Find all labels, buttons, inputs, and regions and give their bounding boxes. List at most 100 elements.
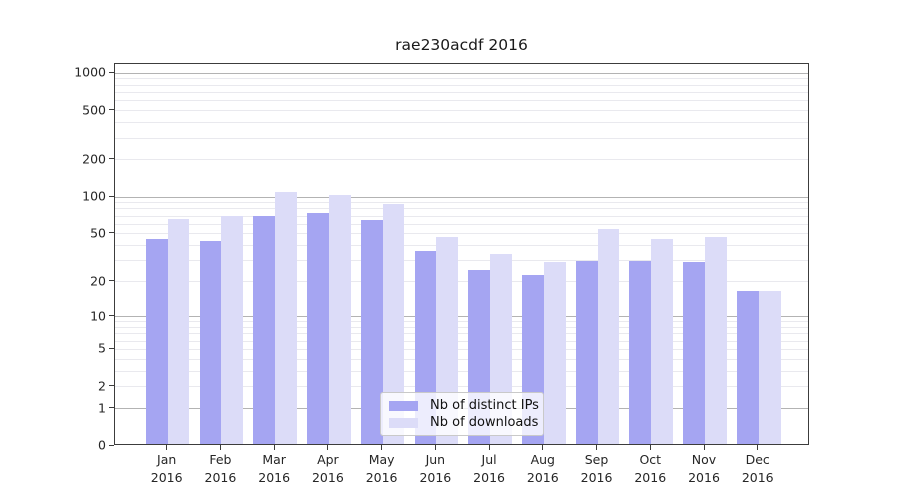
y-tick-label-1: 1 bbox=[98, 400, 106, 416]
minor-gridline-5 bbox=[115, 348, 808, 350]
x-tick-mark-jul bbox=[488, 445, 490, 450]
bar-dec-downloads bbox=[758, 291, 781, 444]
bar-dec-distinct-ips bbox=[736, 291, 759, 444]
x-tick-label-sep: Sep 2016 bbox=[580, 452, 613, 485]
minor-gridline-60 bbox=[115, 223, 808, 225]
x-tick-label-oct: Oct 2016 bbox=[634, 452, 667, 485]
minor-gridline-8 bbox=[115, 326, 808, 328]
legend-label-downloads: Nb of downloads bbox=[430, 415, 539, 430]
bar-oct-distinct-ips bbox=[629, 260, 652, 444]
minor-gridline-900 bbox=[115, 78, 808, 80]
bar-sep-downloads bbox=[597, 228, 620, 444]
y-tick-label-100: 100 bbox=[82, 188, 106, 204]
legend-item-downloads: Nb of downloads bbox=[387, 414, 539, 431]
x-tick-mark-oct bbox=[649, 445, 651, 450]
bar-jan-distinct-ips bbox=[145, 238, 168, 444]
minor-gridline-4 bbox=[115, 358, 808, 360]
chart-title: rae230acdf 2016 bbox=[395, 36, 528, 54]
bar-jan-downloads bbox=[167, 218, 190, 444]
y-tick-label-10: 10 bbox=[90, 308, 106, 324]
y-tick-mark-10 bbox=[109, 315, 114, 317]
legend-item-distinct-ips: Nb of distinct IPs bbox=[387, 397, 539, 414]
y-tick-mark-20 bbox=[109, 280, 114, 282]
y-tick-mark-0 bbox=[109, 444, 114, 446]
bar-nov-downloads bbox=[705, 237, 727, 444]
minor-gridline-20 bbox=[115, 281, 808, 283]
y-tick-mark-50 bbox=[109, 232, 114, 234]
x-tick-mark-jan bbox=[166, 445, 168, 450]
bar-feb-distinct-ips bbox=[199, 241, 222, 444]
x-tick-label-jun: Jun 2016 bbox=[419, 452, 452, 485]
x-tick-label-jan: Jan 2016 bbox=[150, 452, 183, 485]
x-tick-label-mar: Mar 2016 bbox=[258, 452, 291, 485]
minor-gridline-200 bbox=[115, 159, 808, 161]
minor-gridline-80 bbox=[115, 208, 808, 210]
minor-gridline-700 bbox=[115, 91, 808, 93]
minor-gridline-400 bbox=[115, 122, 808, 124]
bar-sep-distinct-ips bbox=[575, 260, 598, 444]
y-tick-label-20: 20 bbox=[90, 273, 106, 289]
major-gridline-10 bbox=[115, 316, 808, 318]
legend-label-distinct-ips: Nb of distinct IPs bbox=[430, 398, 539, 413]
x-tick-mark-may bbox=[381, 445, 383, 450]
y-tick-mark-200 bbox=[109, 158, 114, 160]
minor-gridline-6 bbox=[115, 340, 808, 342]
x-tick-mark-sep bbox=[596, 445, 598, 450]
y-tick-mark-500 bbox=[109, 109, 114, 111]
x-tick-mark-aug bbox=[542, 445, 544, 450]
minor-gridline-40 bbox=[115, 245, 808, 247]
plot-area bbox=[114, 63, 809, 445]
y-tick-label-1000: 1000 bbox=[74, 64, 106, 80]
minor-gridline-3 bbox=[115, 370, 808, 372]
x-tick-label-may: May 2016 bbox=[365, 452, 398, 485]
minor-gridline-600 bbox=[115, 100, 808, 102]
major-gridline-1000 bbox=[115, 72, 808, 74]
legend-swatch-distinct-ips bbox=[389, 400, 418, 411]
x-tick-label-dec: Dec 2016 bbox=[741, 452, 774, 485]
minor-gridline-7 bbox=[115, 333, 808, 335]
bar-apr-downloads bbox=[328, 195, 351, 444]
minor-gridline-800 bbox=[115, 84, 808, 86]
y-tick-mark-5 bbox=[109, 347, 114, 349]
y-tick-mark-2 bbox=[109, 385, 114, 387]
x-tick-mark-nov bbox=[703, 445, 705, 450]
x-tick-label-jul: Jul 2016 bbox=[473, 452, 505, 485]
y-tick-mark-1000 bbox=[109, 71, 114, 73]
y-tick-label-50: 50 bbox=[90, 225, 106, 241]
y-tick-label-0: 0 bbox=[98, 437, 106, 453]
minor-gridline-300 bbox=[115, 137, 808, 139]
major-gridline-100 bbox=[115, 196, 808, 198]
x-tick-label-apr: Apr 2016 bbox=[311, 452, 344, 485]
y-tick-mark-100 bbox=[109, 195, 114, 197]
minor-gridline-70 bbox=[115, 215, 808, 217]
bar-may-downloads bbox=[382, 203, 405, 444]
legend: Nb of distinct IPs Nb of downloads bbox=[380, 392, 544, 436]
y-tick-mark-1 bbox=[109, 407, 114, 409]
x-tick-mark-mar bbox=[273, 445, 275, 450]
y-tick-label-5: 5 bbox=[98, 340, 106, 356]
minor-gridline-9 bbox=[115, 321, 808, 323]
x-tick-mark-apr bbox=[327, 445, 329, 450]
bar-mar-downloads bbox=[275, 192, 297, 444]
bar-mar-distinct-ips bbox=[253, 215, 276, 444]
x-tick-mark-dec bbox=[757, 445, 759, 450]
minor-gridline-90 bbox=[115, 202, 808, 204]
minor-gridline-30 bbox=[115, 260, 808, 262]
minor-gridline-500 bbox=[115, 110, 808, 112]
x-tick-label-nov: Nov 2016 bbox=[688, 452, 720, 485]
minor-gridline-50 bbox=[115, 233, 808, 235]
legend-swatch-downloads bbox=[389, 417, 418, 428]
bar-may-distinct-ips bbox=[360, 219, 383, 444]
bar-apr-distinct-ips bbox=[307, 212, 329, 444]
x-tick-label-aug: Aug 2016 bbox=[526, 452, 559, 485]
y-tick-label-500: 500 bbox=[82, 102, 106, 118]
x-tick-mark-jun bbox=[434, 445, 436, 450]
bar-feb-downloads bbox=[221, 216, 244, 444]
bar-oct-downloads bbox=[651, 238, 674, 444]
minor-gridline-2 bbox=[115, 386, 808, 388]
x-tick-label-feb: Feb 2016 bbox=[204, 452, 237, 485]
y-tick-label-2: 2 bbox=[98, 378, 106, 394]
bar-aug-downloads bbox=[543, 262, 566, 444]
y-tick-label-200: 200 bbox=[82, 151, 106, 167]
